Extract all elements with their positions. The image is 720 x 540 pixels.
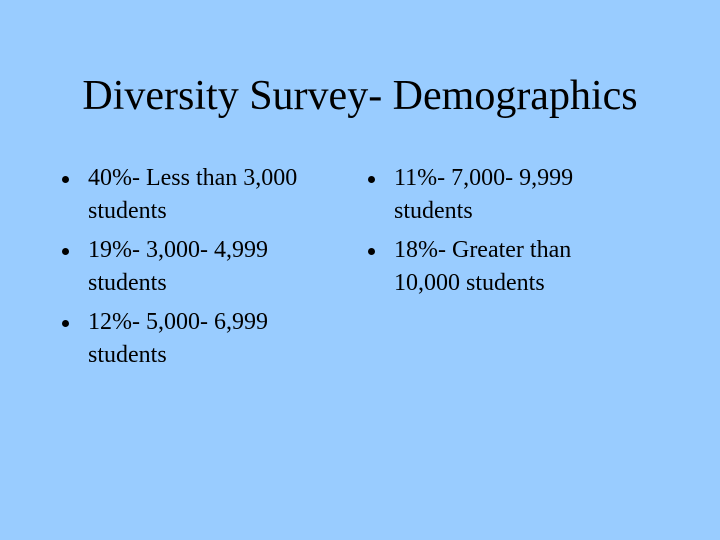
bullet [62,320,69,327]
bullet [368,176,375,183]
bullet-item: 18%- Greater than 10,000 students [366,234,619,300]
bullet [368,248,375,255]
left-column: 40%- Less than 3,000 students 19%- 3,000… [60,162,338,378]
slide-title: Diversity Survey- Demographics [82,73,638,119]
bullet-text: 19%- 3,000- 4,999 students [88,237,268,296]
bullet-text: 12%- 5,000- 6,999 students [88,309,268,368]
bullet [62,248,69,255]
bullet-item: 12%- 5,000- 6,999 students [60,306,338,372]
bullet-text: 18%- Greater than 10,000 students [394,237,572,296]
right-column: 11%- 7,000- 9,999 students 18%- Greater … [366,162,619,306]
bullet [62,176,69,183]
bullet-item: 19%- 3,000- 4,999 students [60,234,338,300]
bullet-text: 11%- 7,000- 9,999 students [394,165,574,224]
bullet-item: 40%- Less than 3,000 students [60,162,338,228]
bullet-item: 11%- 7,000- 9,999 students [366,162,619,228]
bullet-text: 40%- Less than 3,000 students [88,165,298,224]
